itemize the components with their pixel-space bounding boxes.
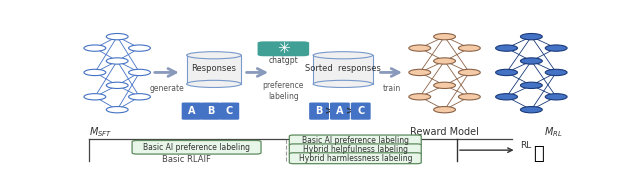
- Circle shape: [106, 58, 128, 64]
- Circle shape: [434, 58, 456, 64]
- Circle shape: [545, 45, 567, 51]
- FancyBboxPatch shape: [289, 153, 421, 164]
- Text: 🤖: 🤖: [533, 145, 544, 163]
- FancyBboxPatch shape: [220, 102, 239, 120]
- Circle shape: [520, 58, 542, 64]
- FancyBboxPatch shape: [309, 102, 329, 120]
- Circle shape: [545, 69, 567, 76]
- Circle shape: [129, 94, 150, 100]
- Circle shape: [84, 45, 106, 51]
- Circle shape: [520, 107, 542, 113]
- Circle shape: [409, 94, 431, 100]
- Circle shape: [434, 82, 456, 89]
- Text: B: B: [316, 106, 323, 116]
- Circle shape: [129, 69, 150, 76]
- Circle shape: [495, 45, 518, 51]
- Text: Basic RLAIF: Basic RLAIF: [162, 155, 211, 164]
- Text: Responses: Responses: [191, 64, 236, 73]
- Circle shape: [545, 94, 567, 100]
- Circle shape: [106, 82, 128, 89]
- Text: Sorted  responses: Sorted responses: [305, 64, 381, 73]
- FancyBboxPatch shape: [257, 41, 309, 56]
- Text: preference
labeling: preference labeling: [262, 81, 304, 101]
- Text: HRLAIF: HRLAIF: [345, 155, 376, 164]
- Text: train: train: [382, 84, 401, 93]
- Circle shape: [458, 69, 480, 76]
- Text: >: >: [325, 106, 333, 116]
- FancyBboxPatch shape: [182, 102, 202, 120]
- Text: Basic AI preference labeling: Basic AI preference labeling: [143, 143, 250, 152]
- Text: C: C: [357, 106, 364, 116]
- Text: C: C: [226, 106, 233, 116]
- FancyBboxPatch shape: [330, 102, 350, 120]
- Text: Hybrid helpfulness labeling: Hybrid helpfulness labeling: [303, 145, 408, 154]
- Ellipse shape: [313, 52, 372, 59]
- Text: chatgpt: chatgpt: [269, 56, 298, 65]
- Ellipse shape: [187, 80, 241, 87]
- Circle shape: [409, 69, 431, 76]
- Text: A: A: [336, 106, 344, 116]
- FancyBboxPatch shape: [351, 102, 371, 120]
- Text: $M_{RL}$: $M_{RL}$: [544, 125, 563, 139]
- Text: RL: RL: [520, 141, 532, 150]
- Ellipse shape: [187, 52, 241, 59]
- FancyBboxPatch shape: [289, 144, 421, 155]
- Circle shape: [129, 45, 150, 51]
- Text: $M_{SFT}$: $M_{SFT}$: [89, 125, 112, 139]
- FancyBboxPatch shape: [200, 102, 220, 120]
- Circle shape: [84, 69, 106, 76]
- Text: >: >: [346, 106, 355, 116]
- Text: Reward Model: Reward Model: [410, 127, 479, 137]
- Circle shape: [434, 107, 456, 113]
- Circle shape: [409, 45, 431, 51]
- Ellipse shape: [313, 80, 372, 87]
- Circle shape: [106, 107, 128, 113]
- Bar: [313, 55, 372, 84]
- Text: A: A: [188, 106, 195, 116]
- Circle shape: [495, 69, 518, 76]
- Text: ✳: ✳: [277, 41, 290, 56]
- Text: B: B: [207, 106, 214, 116]
- Circle shape: [434, 33, 456, 40]
- Text: Hybrid harmlessness labeling: Hybrid harmlessness labeling: [298, 154, 412, 163]
- FancyBboxPatch shape: [132, 140, 261, 154]
- Text: Basic AI preference labeling: Basic AI preference labeling: [302, 136, 409, 145]
- FancyBboxPatch shape: [289, 135, 421, 146]
- Circle shape: [520, 82, 542, 89]
- Circle shape: [458, 94, 480, 100]
- Circle shape: [84, 94, 106, 100]
- Bar: [187, 55, 241, 84]
- Text: generate: generate: [149, 84, 184, 93]
- Circle shape: [495, 94, 518, 100]
- Circle shape: [106, 33, 128, 40]
- Circle shape: [520, 33, 542, 40]
- Circle shape: [458, 45, 480, 51]
